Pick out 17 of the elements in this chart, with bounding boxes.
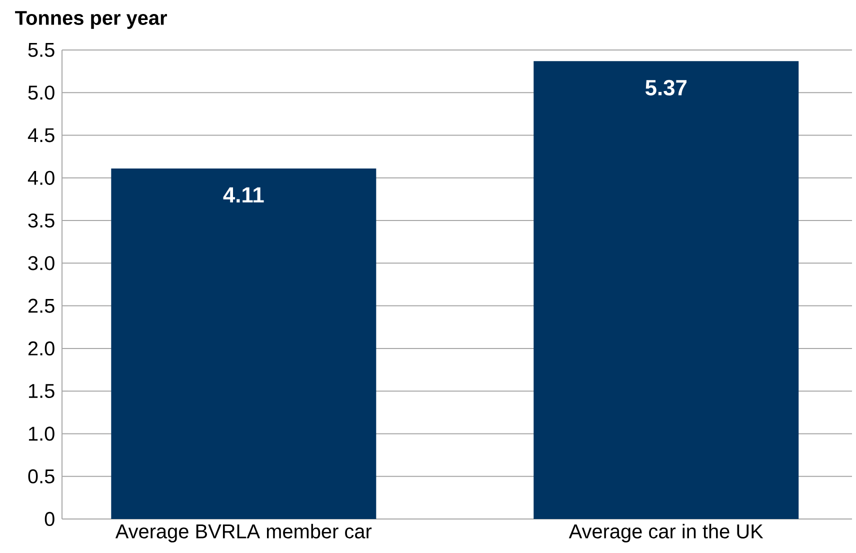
y-tick-label: 3.5 [28, 213, 54, 228]
y-tick-label: 0.5 [28, 469, 54, 484]
y-tick-label: 4.0 [28, 170, 54, 185]
y-tick-label: 3.0 [28, 256, 54, 270]
data-label: 5.37 [645, 80, 686, 96]
y-tick-label: 1.5 [28, 384, 54, 398]
y-axis-title: Tonnes per year [15, 11, 167, 29]
y-tick-label: 4.5 [28, 128, 54, 142]
y-tick-label: 5.0 [28, 86, 54, 100]
y-tick-label: 2.0 [28, 341, 54, 356]
y-tick-label: 5.5 [28, 43, 54, 57]
y-tick-label: 0 [44, 512, 54, 526]
x-tick-label: Average BVRLA member car [115, 524, 372, 542]
x-tick-label: Average car in the UK [568, 524, 764, 542]
y-tick-label: 1.0 [28, 426, 54, 441]
y-tick-label: 2.5 [28, 298, 54, 313]
data-label: 4.11 [223, 187, 264, 202]
